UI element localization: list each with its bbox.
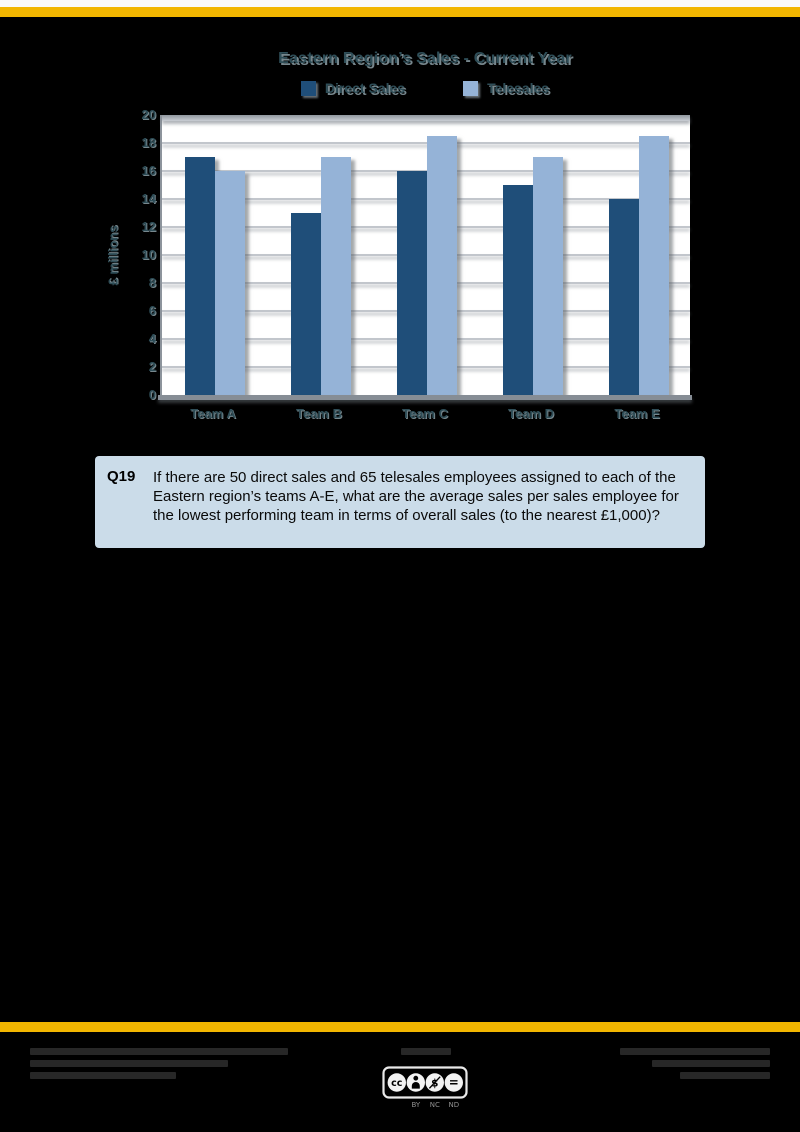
x-axis-line (158, 395, 692, 400)
footer-text-line (680, 1072, 770, 1079)
non-commercial-dollar-icon: $ (425, 1073, 444, 1092)
footer-text-line (401, 1048, 451, 1055)
telesales-bar-team-a (215, 171, 245, 395)
legend-item-direct-sales: Direct Sales (300, 80, 406, 96)
plot-area (160, 115, 690, 395)
direct-sales-bar-team-e (609, 199, 639, 395)
top-accent-bar (0, 7, 800, 17)
y-axis-title-text: £ millions (105, 225, 121, 285)
telesales-bar-team-b (321, 157, 351, 395)
question-number: Q19 (107, 468, 136, 485)
no-derivatives-equals-icon: = (444, 1073, 463, 1092)
direct-sales-bar-team-a (185, 157, 215, 395)
y-tick-label: 2 (148, 359, 156, 374)
attribution-person-icon (406, 1073, 425, 1092)
y-tick-label: 0 (148, 387, 156, 402)
gridline (162, 115, 690, 121)
chart-legend: Direct Sales Telesales (160, 80, 690, 96)
direct-sales-bar-team-c (397, 171, 427, 395)
telesales-bar-team-c (427, 136, 457, 395)
top-margin-strip (0, 0, 800, 7)
svg-text:=: = (449, 1076, 459, 1090)
y-tick-label: 4 (148, 331, 156, 346)
direct-sales-bar-team-d (503, 185, 533, 395)
footer-text-center (401, 1048, 451, 1060)
legend-label: Telesales (487, 80, 550, 96)
badge-label-by: BY (411, 1101, 420, 1109)
question-text: If there are 50 direct sales and 65 tele… (153, 469, 679, 524)
x-axis-labels: Team A Team B Team C Team D Team E (160, 406, 690, 426)
y-tick-label: 18 (141, 135, 156, 150)
x-tick-label: Team A (190, 406, 236, 421)
footer-text-right (620, 1048, 770, 1084)
cc-license-badge: cc $ = BY NC ND (382, 1066, 468, 1109)
legend-item-telesales: Telesales (463, 80, 549, 96)
telesales-bar-team-e (639, 136, 669, 395)
gridline (162, 142, 690, 144)
x-tick-label: Team C (402, 406, 448, 421)
badge-border (382, 1066, 468, 1099)
x-tick-label: Team E (614, 406, 660, 421)
x-tick-label: Team B (296, 406, 342, 421)
y-axis-ticks: 0 2 4 6 8 10 12 14 16 18 20 (122, 107, 156, 402)
footer-text-line (30, 1048, 288, 1055)
chart-title: Eastern Region’s Sales - Current Year (278, 50, 572, 67)
y-axis-title: £ millions (102, 115, 124, 395)
footer-text-left (30, 1048, 288, 1084)
footer-text-line (30, 1072, 176, 1079)
badge-label-nc: NC (430, 1101, 440, 1109)
badge-label-nd: ND (448, 1101, 459, 1109)
x-tick-label: Team D (508, 406, 554, 421)
legend-swatch (300, 80, 316, 96)
telesales-bar-team-d (533, 157, 563, 395)
footer-text-line (620, 1048, 770, 1055)
y-tick-label: 20 (141, 107, 156, 122)
sales-bar-chart: Eastern Region’s Sales - Current Year Di… (100, 42, 720, 442)
svg-text:cc: cc (391, 1078, 402, 1089)
cc-icon: cc (387, 1073, 406, 1092)
y-tick-label: 8 (148, 275, 156, 290)
y-tick-label: 12 (141, 219, 156, 234)
y-tick-label: 10 (141, 247, 156, 262)
direct-sales-bar-team-b (291, 213, 321, 395)
y-tick-label: 16 (141, 163, 156, 178)
legend-label: Direct Sales (324, 80, 406, 96)
y-tick-label: 14 (141, 191, 156, 206)
footer-text-line (30, 1060, 228, 1067)
bottom-accent-bar (0, 1022, 800, 1032)
legend-swatch (463, 80, 479, 96)
footer-text-line (652, 1060, 770, 1067)
question-box: Q19 If there are 50 direct sales and 65 … (95, 456, 705, 548)
y-tick-label: 6 (148, 303, 156, 318)
